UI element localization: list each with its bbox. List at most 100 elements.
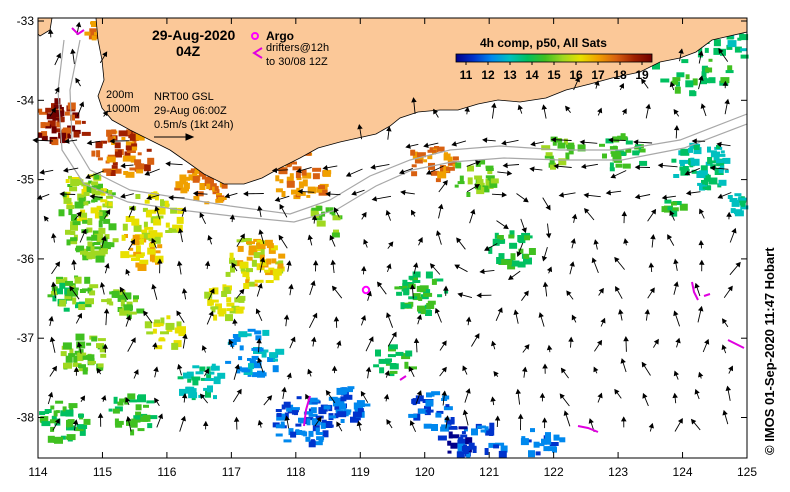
sst-pixel: [254, 279, 264, 283]
sst-pixel: [78, 301, 85, 305]
sst-pixel: [96, 205, 102, 211]
sst-pixel: [232, 334, 240, 338]
sst-pixel: [68, 427, 76, 431]
sst-pixel: [347, 388, 353, 393]
sst-pixel: [50, 405, 55, 410]
sst-pixel: [91, 199, 96, 203]
sst-pixel: [74, 427, 84, 432]
sst-pixel: [262, 329, 270, 336]
sst-pixel: [200, 377, 206, 381]
sst-pixel: [435, 178, 441, 183]
sst-pixel: [199, 366, 206, 372]
current-vector-head: [256, 338, 262, 344]
lat-tick-label: -34: [17, 93, 35, 107]
sst-pixel: [681, 59, 689, 64]
sst-pixel: [727, 40, 737, 48]
current-vector-head: [243, 190, 249, 197]
current-vector-head: [405, 143, 411, 149]
sst-pixel: [73, 355, 78, 363]
sst-pixel: [106, 129, 113, 137]
sst-pixel: [78, 179, 84, 186]
current-vector-head: [274, 196, 281, 202]
sst-pixel: [347, 386, 355, 390]
sst-pixel: [92, 250, 101, 256]
current-vector-head: [457, 292, 464, 298]
sst-pixel: [490, 178, 499, 184]
sst-pixel: [51, 126, 57, 134]
sst-pixel: [295, 171, 301, 179]
sst-pixel: [120, 251, 130, 259]
current-vector-head: [645, 103, 651, 110]
current-vector-head: [610, 173, 617, 179]
sst-pixel: [210, 365, 220, 371]
current-vector-head: [470, 208, 476, 215]
current-vector-head: [48, 315, 54, 322]
sst-pixel: [193, 196, 200, 201]
current-vector-head: [202, 420, 209, 427]
current-vector-head: [621, 210, 628, 217]
sst-pixel: [101, 299, 110, 303]
current-vector-head: [524, 344, 530, 350]
sst-pixel: [190, 168, 195, 172]
sst-pixel: [295, 430, 303, 435]
sst-pixel: [131, 241, 140, 246]
colorbar-gradient: [455, 53, 653, 63]
current-vector-head: [542, 281, 549, 287]
sst-pixel: [412, 271, 421, 278]
current-vector-head: [441, 340, 447, 346]
sst-pixel: [70, 114, 75, 121]
sst-pixel: [168, 227, 177, 231]
sst-pixel: [86, 251, 96, 259]
sst-pixel: [716, 145, 720, 149]
sst-pixel: [251, 347, 261, 351]
sst-pixel: [530, 428, 535, 433]
sst-pixel: [416, 152, 426, 158]
sst-pixel: [72, 287, 79, 291]
sst-pixel: [437, 171, 447, 179]
current-vector-head: [530, 141, 536, 147]
sst-pixel: [246, 268, 253, 273]
sst-pixel: [609, 167, 615, 172]
current-vector-head: [570, 238, 576, 244]
sst-pixel: [266, 258, 272, 265]
current-vector-head: [413, 337, 420, 344]
sst-pixel: [113, 396, 118, 404]
sst-pixel: [248, 363, 254, 370]
sst-pixel: [412, 151, 418, 159]
sst-pixel: [541, 145, 551, 151]
current-vector-head: [661, 194, 668, 201]
sst-pixel: [303, 431, 308, 437]
sst-pixel: [544, 155, 554, 159]
current-vector-head: [423, 142, 429, 148]
current-vector-head: [560, 367, 567, 374]
sst-pixel: [247, 328, 256, 332]
current-vector-head: [722, 80, 729, 86]
sst-pixel: [215, 303, 222, 309]
sst-pixel: [91, 336, 98, 342]
current-vector-head: [669, 81, 676, 88]
sst-pixel: [132, 139, 137, 145]
current-vector-head: [257, 205, 263, 211]
sst-pixel: [82, 253, 89, 261]
sst-pixel: [82, 354, 90, 360]
sst-pixel: [466, 192, 471, 197]
drifter-track: [577, 425, 599, 433]
sst-pixel: [354, 407, 359, 412]
current-vector-head: [133, 369, 139, 375]
sst-pixel: [472, 447, 477, 453]
current-vector-head: [47, 391, 54, 398]
sst-pixel: [149, 415, 158, 420]
sst-pixel: [389, 370, 398, 374]
sst-pixel: [92, 196, 98, 203]
current-vector-head: [102, 51, 108, 58]
sst-pixel: [306, 418, 311, 426]
sst-pixel: [234, 297, 241, 303]
sst-pixel: [291, 407, 300, 411]
current-vector-head: [79, 101, 85, 108]
sst-pixel: [331, 232, 340, 238]
sst-pixel: [94, 174, 100, 180]
sst-pixel: [545, 432, 551, 440]
sst-pixel: [425, 409, 434, 413]
current-vector-head: [709, 165, 716, 171]
sst-pixel: [154, 323, 164, 327]
